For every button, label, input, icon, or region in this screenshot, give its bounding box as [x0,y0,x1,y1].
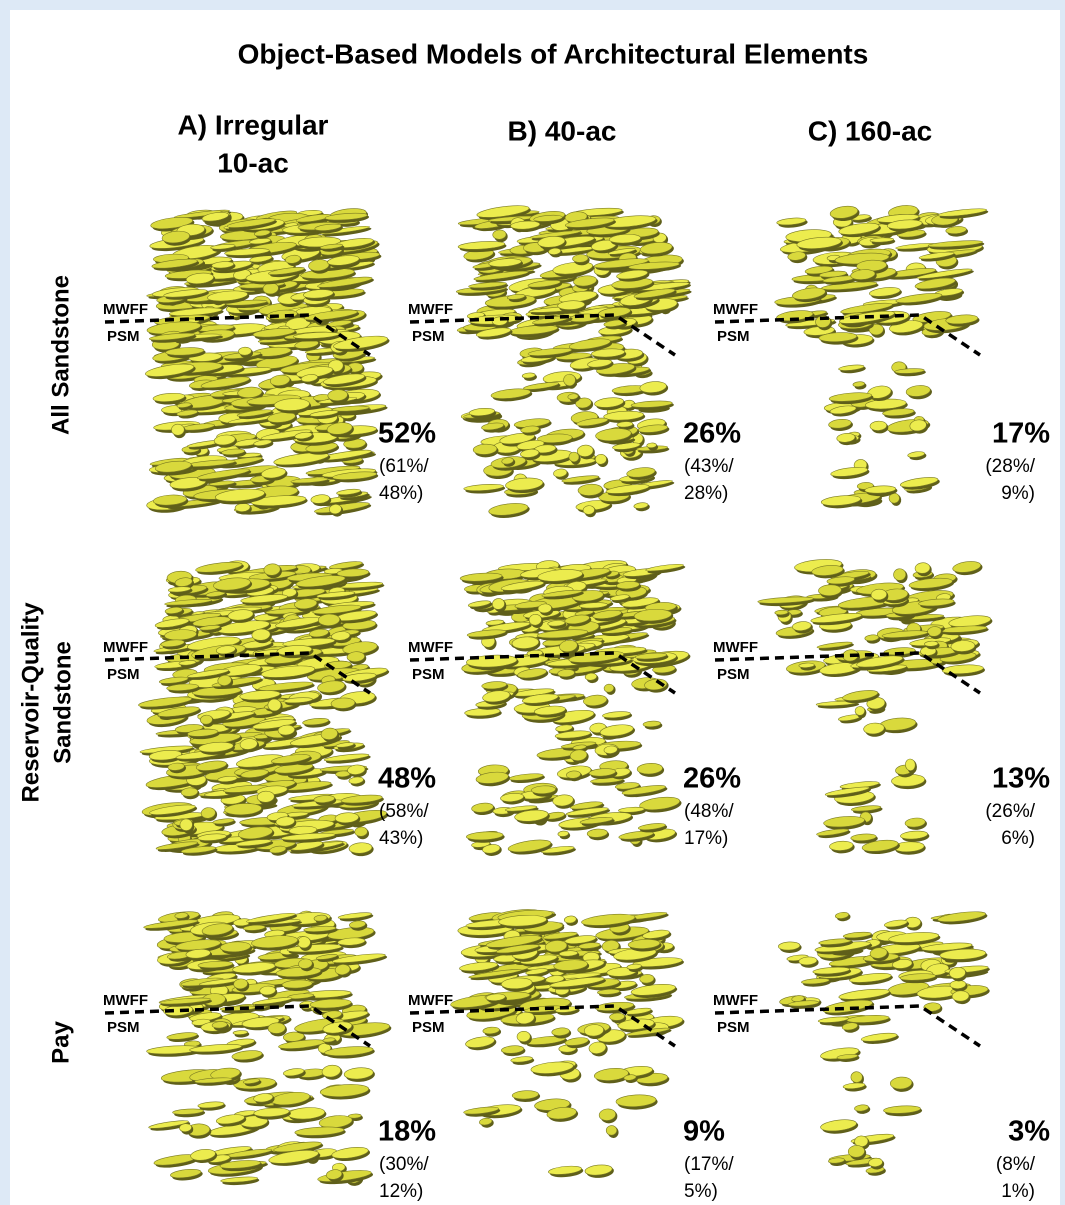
percent-detail: 5%) [684,1181,718,1202]
percent-detail: (58%/ [379,801,429,822]
lower-unit-label: PSM [107,666,140,683]
upper-unit-label: MWFF [713,301,758,318]
upper-unit-label: MWFF [713,992,758,1009]
percent-detail: (61%/ [379,456,429,477]
percent: 26% [683,763,741,795]
percent-detail: 28%) [684,483,728,504]
percent-detail: (26%/ [985,801,1035,822]
percent: 52% [378,418,436,450]
percent-detail: (17%/ [684,1154,734,1175]
percent-detail: 9%) [1001,483,1035,504]
page: Object-Based Models of Architectural Ele… [0,0,1065,1205]
lower-unit-label: PSM [717,1019,750,1036]
percent: 3% [1008,1116,1050,1148]
row-header: All Sandstone [47,275,74,435]
lower-unit-label: PSM [107,1019,140,1036]
lower-unit-label: PSM [412,1019,445,1036]
percent-detail: (48%/ [684,801,734,822]
percent-detail: 12%) [379,1181,423,1202]
column-header: A) Irregular [178,109,329,140]
percent: 18% [378,1116,436,1148]
lower-unit-label: PSM [717,328,750,345]
column-header: C) 160-ac [808,115,933,146]
percent-detail: 6%) [1001,828,1035,849]
upper-unit-label: MWFF [713,639,758,656]
percent-detail: (8%/ [996,1154,1036,1175]
sand-body [924,641,938,647]
column-header: 10-ac [217,147,289,178]
percent-detail: 1%) [1001,1181,1035,1202]
row-header: Sandstone [49,641,76,764]
row-header: Reservoir-Quality [17,602,44,803]
figure: Object-Based Models of Architectural Ele… [0,0,1065,1205]
row-header: Pay [47,1020,74,1063]
percent-detail: (28%/ [985,456,1035,477]
percent-detail: 17%) [684,828,728,849]
percent: 26% [683,418,741,450]
column-header: B) 40-ac [508,115,617,146]
figure-title: Object-Based Models of Architectural Ele… [238,38,869,69]
percent-detail: 43%) [379,828,423,849]
upper-unit-label: MWFF [408,301,453,318]
lower-unit-label: PSM [412,328,445,345]
upper-unit-label: MWFF [408,992,453,1009]
upper-unit-label: MWFF [408,639,453,656]
sandstone-model [145,207,391,518]
percent: 48% [378,763,436,795]
percent: 9% [683,1116,725,1148]
upper-unit-label: MWFF [103,639,148,656]
percent: 17% [992,418,1050,450]
percent-detail: (43%/ [684,456,734,477]
sand-body [851,1071,863,1082]
sand-body [647,443,657,448]
lower-unit-label: PSM [717,666,750,683]
lower-unit-label: PSM [107,328,140,345]
sand-body [171,424,184,436]
upper-unit-label: MWFF [103,301,148,318]
upper-unit-label: MWFF [103,992,148,1009]
lower-unit-label: PSM [412,666,445,683]
percent: 13% [992,763,1050,795]
percent-detail: (30%/ [379,1154,429,1175]
percent-detail: 48%) [379,483,423,504]
